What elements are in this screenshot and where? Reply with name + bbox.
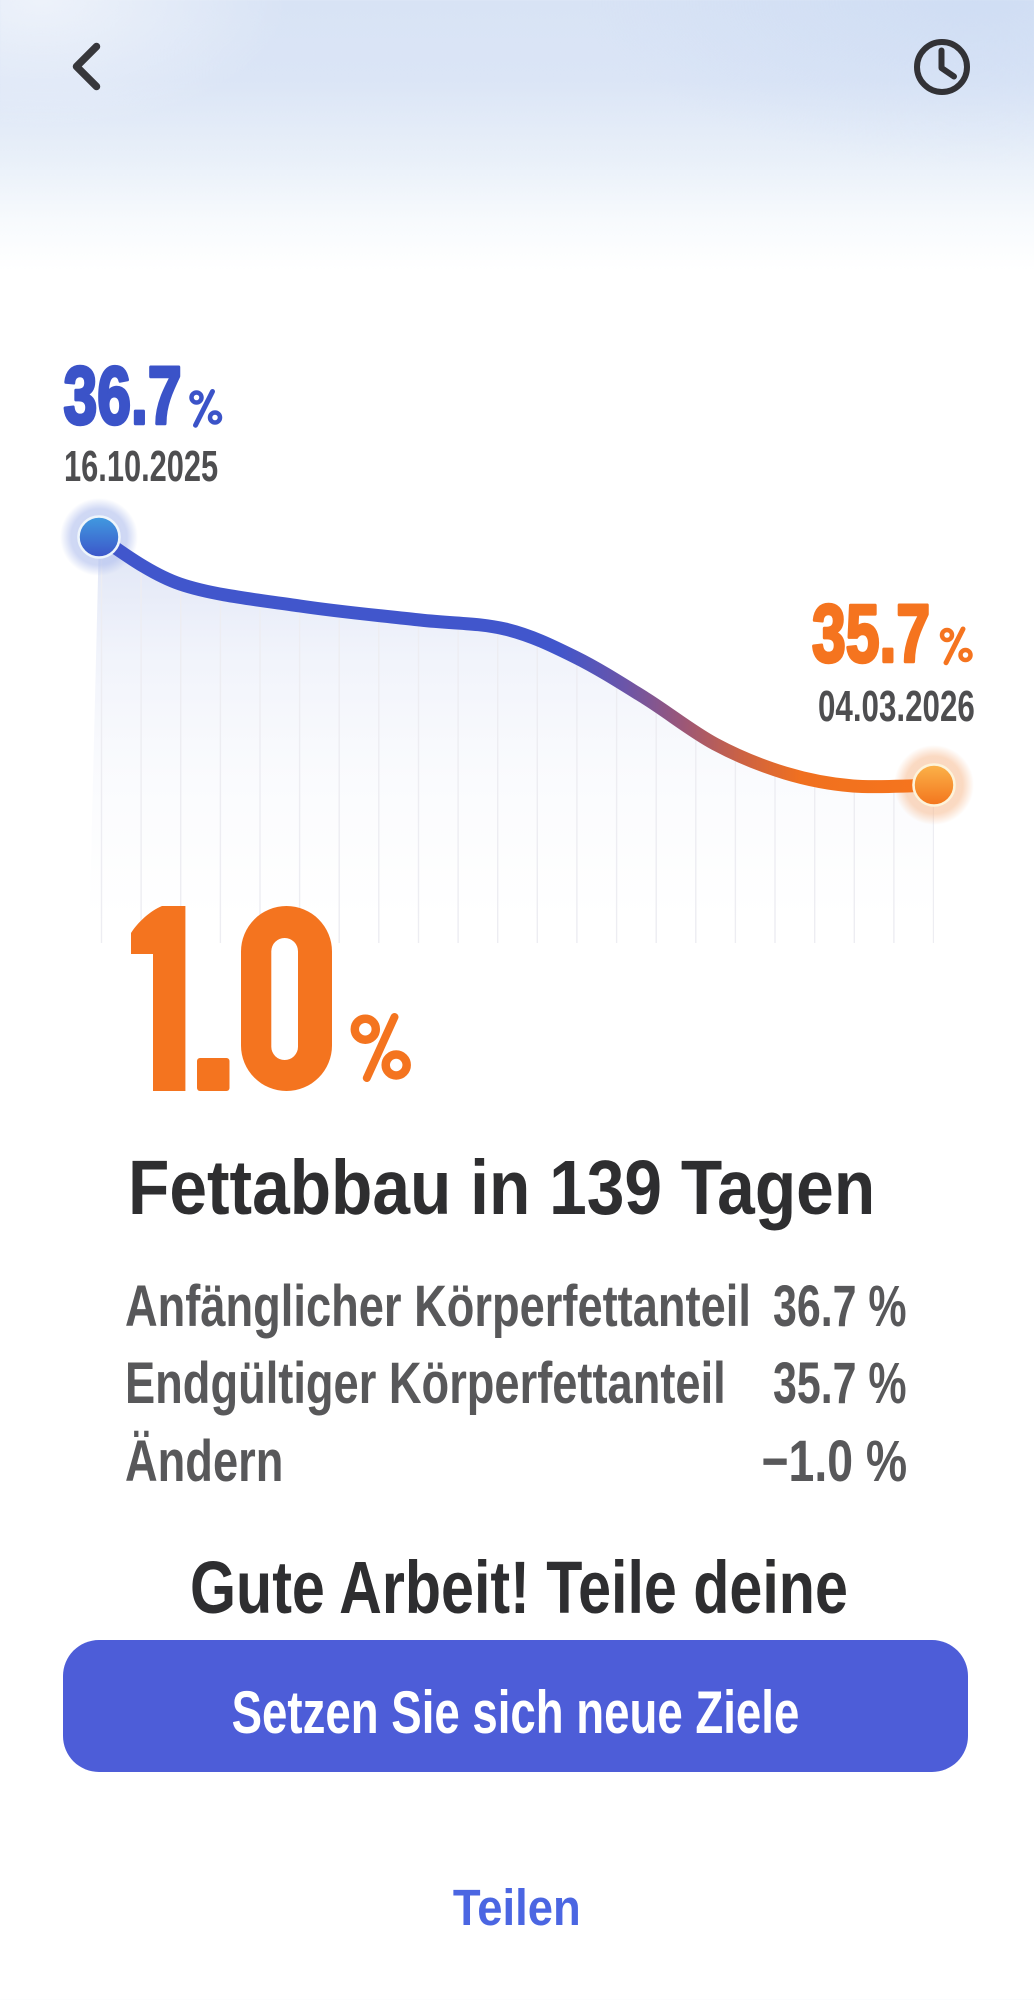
svg-text:36.7: 36.7	[64, 351, 182, 442]
svg-text:35.7: 35.7	[812, 589, 930, 680]
